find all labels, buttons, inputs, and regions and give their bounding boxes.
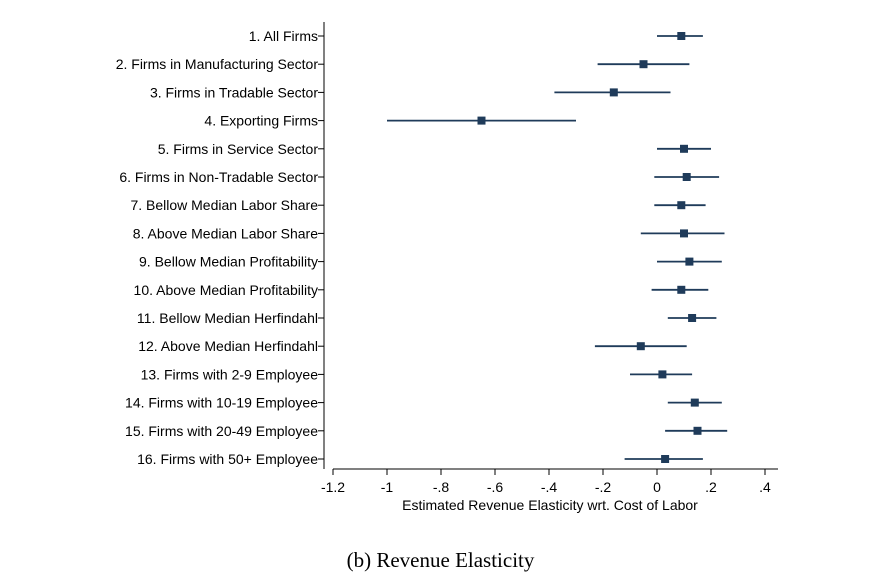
x-tick-label: -.2 [595, 479, 612, 495]
point-estimate-marker [609, 88, 618, 97]
x-tick-label: -.6 [487, 479, 504, 495]
category-label: 14. Firms with 10-19 Employee [125, 395, 318, 411]
category-label: 11. Bellow Median Herfindahl [137, 310, 318, 326]
x-tick-label: 0 [653, 479, 661, 495]
x-tick-label: -1 [381, 479, 394, 495]
category-label: 12. Above Median Herfindahl [138, 338, 318, 354]
figure-caption: (b) Revenue Elasticity [346, 548, 535, 572]
category-label: 10. Above Median Profitability [134, 282, 318, 298]
x-tick-label: -.4 [541, 479, 558, 495]
point-estimate-marker [677, 201, 686, 210]
point-estimate-marker [680, 144, 688, 153]
plot-area: -1.2 -1 -.8 -.6 -.4 -.2 0 .2 .4 1. All Firms 2. Fi… [116, 22, 778, 495]
category-label: 16. Firms with 50+ Employee [137, 451, 318, 467]
x-tick-label: .4 [759, 479, 771, 495]
point-estimate-marker [677, 32, 686, 40]
category-label: 4. Exporting Firms [204, 113, 318, 129]
category-label: 5. Firms in Service Sector [158, 141, 319, 157]
point-estimate-marker [639, 60, 648, 69]
point-estimate-marker [688, 314, 697, 322]
coefficient-plot: -1.2 -1 -.8 -.6 -.4 -.2 0 .2 .4 1. All Firms 2. Fi… [116, 22, 778, 513]
x-axis-title: Estimated Revenue Elasticity wrt. Cost o… [402, 497, 698, 513]
point-estimate-marker [685, 257, 694, 266]
category-label: 2. Firms in Manufacturing Sector [116, 56, 319, 72]
category-label: 8. Above Median Labor Share [133, 225, 318, 241]
category-label: 3. Firms in Tradable Sector [150, 84, 318, 100]
category-label: 15. Firms with 20-49 Employee [125, 423, 318, 439]
point-estimate-marker [680, 229, 688, 238]
x-tick-label: -1.2 [321, 479, 345, 495]
point-estimate-marker [677, 285, 686, 294]
category-label: 13. Firms with 2-9 Employee [141, 366, 319, 382]
category-label: 6. Firms in Non-Tradable Sector [119, 169, 318, 185]
point-estimate-marker [693, 426, 702, 435]
point-estimate-marker [661, 455, 670, 463]
x-tick-label: .2 [705, 479, 717, 495]
point-estimate-marker [636, 342, 645, 351]
category-label: 9. Bellow Median Profitability [139, 254, 318, 270]
point-estimate-marker [682, 173, 691, 181]
point-estimate-marker [690, 398, 699, 407]
point-estimate-marker [477, 116, 486, 125]
x-tick-label: -.8 [433, 479, 450, 495]
point-estimate-marker [658, 370, 667, 379]
category-label: 7. Bellow Median Labor Share [130, 197, 318, 213]
category-label: 1. All Firms [249, 28, 318, 44]
